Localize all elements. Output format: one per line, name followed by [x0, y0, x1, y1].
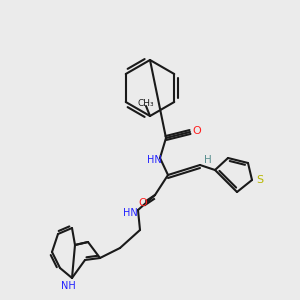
Text: O: O — [139, 198, 147, 208]
Text: S: S — [256, 175, 264, 185]
Text: HN: HN — [123, 208, 137, 218]
Text: H: H — [204, 155, 212, 165]
Text: CH₃: CH₃ — [138, 100, 154, 109]
Text: NH: NH — [61, 281, 75, 291]
Text: O: O — [193, 126, 201, 136]
Text: HN: HN — [147, 155, 161, 165]
